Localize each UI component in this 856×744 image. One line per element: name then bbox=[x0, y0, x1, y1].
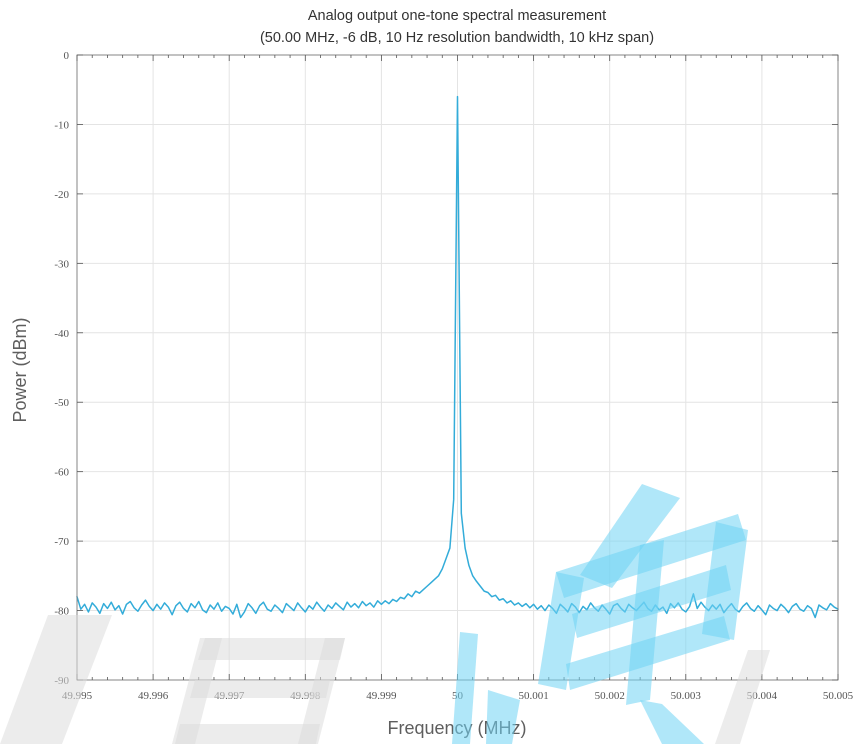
y-tick-label: -40 bbox=[54, 328, 69, 340]
x-tick-label: 49.995 bbox=[62, 690, 93, 702]
chart-subtitle: (50.00 MHz, -6 dB, 10 Hz resolution band… bbox=[260, 30, 654, 46]
watermark bbox=[0, 484, 770, 744]
x-tick-label: 49.997 bbox=[214, 690, 245, 702]
watermark-stroke bbox=[198, 638, 345, 660]
x-tick-label: 50.001 bbox=[518, 690, 548, 702]
y-tick-label: 0 bbox=[64, 50, 70, 62]
tick-labels: 49.995 49.996 49.997 49.998 49.999 50 50.001 50… bbox=[54, 50, 853, 702]
watermark-stroke bbox=[640, 700, 704, 744]
watermark-stroke bbox=[175, 724, 320, 744]
y-tick-label: -20 bbox=[54, 189, 69, 201]
y-tick-label: -80 bbox=[54, 606, 69, 618]
watermark-stroke bbox=[572, 565, 731, 638]
x-tick-label: 50.005 bbox=[823, 690, 854, 702]
y-tick-label: -50 bbox=[54, 397, 69, 409]
watermark-stroke bbox=[702, 522, 748, 640]
x-tick-label: 50.002 bbox=[595, 690, 625, 702]
watermark-stroke bbox=[538, 572, 584, 690]
x-tick-label: 49.999 bbox=[366, 690, 397, 702]
x-tick-label: 49.998 bbox=[290, 690, 321, 702]
watermark-stroke bbox=[566, 616, 730, 690]
watermark-stroke bbox=[556, 514, 746, 598]
y-tick-label: -30 bbox=[54, 258, 69, 270]
x-tick-label: 49.996 bbox=[138, 690, 169, 702]
y-tick-label: -60 bbox=[54, 467, 69, 479]
y-tick-label: -10 bbox=[54, 119, 69, 131]
x-tick-label: 50.004 bbox=[747, 690, 778, 702]
x-tick-label: 50.003 bbox=[671, 690, 702, 702]
x-tick-label: 50 bbox=[452, 690, 464, 702]
chart-title: Analog output one-tone spectral measurem… bbox=[308, 8, 606, 24]
y-tick-label: -90 bbox=[54, 675, 69, 687]
y-axis-label: Power (dBm) bbox=[10, 317, 30, 422]
watermark-stroke bbox=[580, 484, 680, 588]
x-axis-label: Frequency (MHz) bbox=[387, 718, 526, 738]
y-tick-label: -70 bbox=[54, 536, 69, 548]
